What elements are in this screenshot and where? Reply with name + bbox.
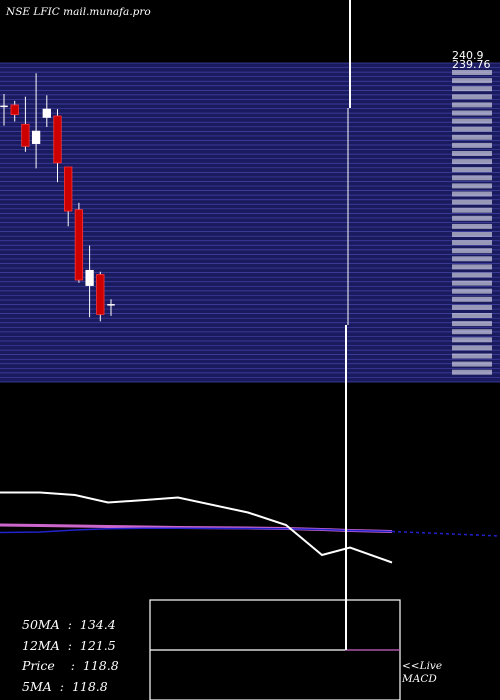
ma-blue-forecast	[391, 530, 500, 537]
price-label-top: 240.9	[452, 49, 484, 62]
price-axis-tick-mark	[452, 207, 492, 213]
price-axis-tick-mark	[452, 337, 492, 343]
price-axis-tick-mark	[452, 134, 492, 140]
price-axis-tick-mark	[452, 345, 492, 351]
chart-frames	[149, 0, 401, 700]
price-axis-tick-mark	[452, 175, 492, 181]
price-axis-tick-mark	[452, 329, 492, 335]
price-axis-tick-mark	[452, 118, 492, 124]
price-axis-tick-mark	[452, 86, 492, 92]
macd-live-text: <<Live	[402, 660, 443, 672]
price-axis-tick-mark	[452, 102, 492, 108]
macd-title: MACD	[402, 673, 437, 685]
price-axis-tick-mark	[452, 361, 492, 367]
stat-value: 134.4	[79, 617, 116, 632]
stat-50ma: 50MA : 134.4	[22, 615, 119, 636]
ma-white-line	[0, 491, 393, 564]
moving-averages	[0, 491, 500, 564]
price-axis-tick-mark	[452, 142, 492, 148]
price-axis-tick-mark	[452, 264, 492, 270]
price-axis-tick-mark	[452, 369, 492, 375]
candle-body	[42, 108, 51, 118]
stat-value: 121.5	[79, 637, 116, 653]
price-axis-tick-mark	[452, 167, 492, 173]
price-axis-tick-mark	[452, 240, 492, 246]
candle-body	[31, 130, 41, 144]
price-axis-tick-mark	[452, 94, 492, 100]
stat-label: Price	[22, 658, 55, 673]
candle-body	[85, 269, 94, 286]
candle-body	[10, 104, 19, 116]
price-axis-tick-mark	[452, 126, 492, 132]
price-axis-tick-mark	[452, 151, 492, 156]
price-axis-tick-mark	[452, 159, 492, 165]
stat-label: 5MA	[22, 678, 52, 694]
candle-body	[53, 115, 62, 164]
stat-price: Price : 118.8	[22, 656, 119, 677]
price-axis-tick-mark	[452, 232, 492, 237]
price-axis-tick-mark	[452, 110, 492, 116]
price-axis-tick-mark	[452, 280, 492, 286]
price-axis-tick-mark	[452, 256, 492, 262]
stat-value: 118.8	[71, 678, 108, 694]
candle-body	[74, 209, 84, 281]
price-axis-tick-mark	[452, 215, 492, 221]
price-axis-tick-mark	[452, 70, 492, 75]
candle-body	[64, 166, 73, 212]
candle-body	[21, 123, 30, 147]
price-axis-tick-mark	[452, 353, 492, 359]
macd-label: <<Live MACD	[402, 660, 442, 686]
price-axis-tick-mark	[452, 272, 492, 278]
stat-5ma: 5MA : 118.8	[22, 677, 119, 698]
stat-label: 50MA	[22, 617, 60, 632]
price-axis-tick-mark	[452, 288, 492, 294]
candlesticks	[0, 73, 115, 322]
price-axis-tick-mark	[452, 191, 492, 197]
price-label-second: 239.76	[452, 58, 491, 71]
price-band	[0, 62, 500, 383]
site-title: NSE LFIC mail.munafa.pro	[6, 6, 151, 18]
ma-blue-line	[0, 527, 393, 534]
price-axis-tick-mark	[452, 183, 492, 189]
price-axis-tick-mark	[452, 321, 492, 327]
price-axis-tick-mark	[452, 296, 492, 302]
price-axis-tick-mark	[452, 248, 492, 254]
stats-panel: 50MA : 134.4 12MA : 121.5 Price : 118.8 …	[22, 615, 119, 697]
price-axis-tick-mark	[452, 304, 492, 310]
price-axis-tick-mark	[452, 78, 492, 84]
price-axis-tick-mark	[452, 313, 492, 318]
candle-body	[96, 274, 105, 315]
price-axis-tick-mark	[452, 223, 492, 229]
price-axis-tick-mark	[452, 199, 492, 205]
stat-label: 12MA	[22, 637, 60, 653]
stat-12ma: 12MA : 121.5	[22, 636, 119, 657]
stat-value: 118.8	[82, 658, 119, 673]
